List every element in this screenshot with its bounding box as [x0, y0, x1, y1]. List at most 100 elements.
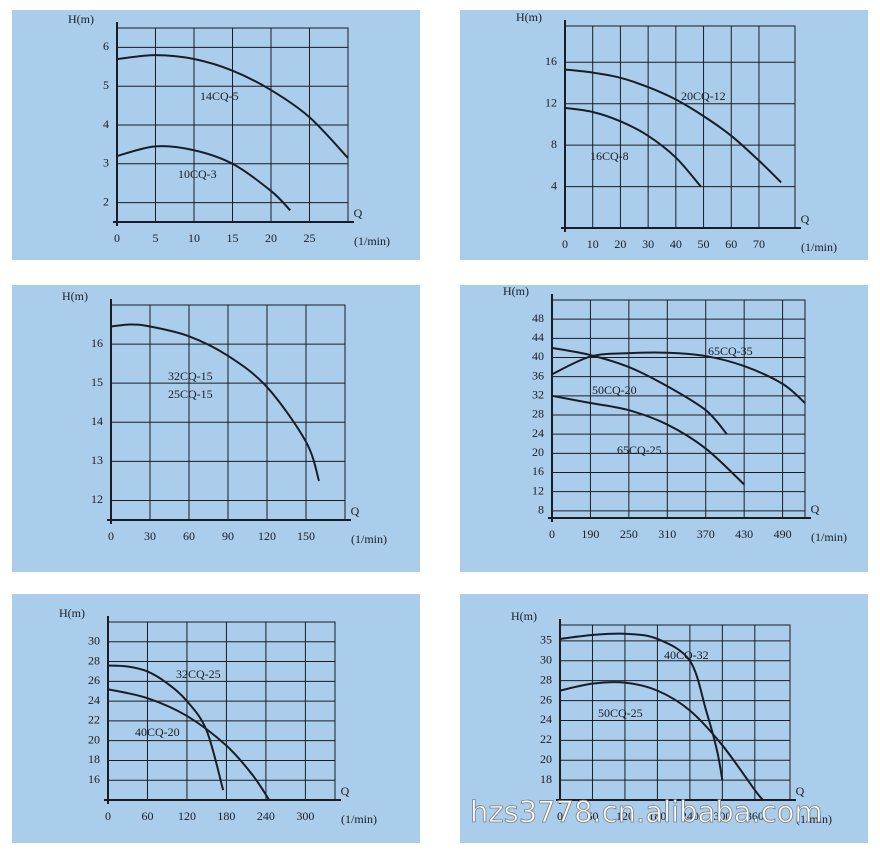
x-tick-label: 0 — [105, 809, 111, 823]
y-tick-label: 44 — [532, 330, 544, 344]
curve-label: 65CQ-25 — [617, 443, 662, 457]
y-tick-label: 35 — [540, 633, 552, 647]
x-axis-unit: (1/min) — [351, 532, 387, 546]
panel — [460, 285, 868, 572]
curve — [564, 68, 782, 184]
x-tick-label: 0 — [549, 527, 555, 541]
curve-label: 50CQ-20 — [592, 383, 637, 397]
y-tick-label: 26 — [88, 673, 100, 687]
x-tick-label: 40 — [670, 237, 682, 251]
y-tick-label: 24 — [532, 426, 544, 440]
y-tick-label: 12 — [91, 492, 103, 506]
x-tick-label: 180 — [648, 809, 666, 823]
x-tick-label: 120 — [616, 809, 634, 823]
x-tick-label: 90 — [222, 529, 234, 543]
x-tick-label: 5 — [153, 231, 159, 245]
y-tick-label: 28 — [532, 407, 544, 421]
x-axis-unit: (1/min) — [801, 240, 837, 254]
curve — [551, 394, 745, 486]
y-tick-label: 16 — [91, 336, 103, 350]
x-tick-label: 70 — [753, 237, 765, 251]
x-tick-label: 20 — [614, 237, 626, 251]
curve-label: 32CQ-25 — [176, 667, 221, 681]
x-tick-label: 60 — [183, 529, 195, 543]
y-tick-label: 12 — [532, 483, 544, 497]
curve-label: 20CQ-12 — [681, 89, 726, 103]
y-axis-label: H(m) — [68, 12, 94, 26]
x-axis-label: Q — [796, 784, 805, 798]
y-tick-label: 36 — [532, 368, 544, 382]
x-tick-label: 120 — [258, 529, 276, 543]
y-tick-label: 22 — [540, 732, 552, 746]
x-tick-label: 15 — [227, 231, 239, 245]
x-axis-unit: (1/min) — [811, 530, 847, 544]
x-tick-label: 240 — [257, 809, 275, 823]
x-axis-label: Q — [351, 504, 360, 518]
x-tick-label: 190 — [581, 527, 599, 541]
x-axis-unit: (1/min) — [354, 234, 390, 248]
curve — [116, 145, 291, 212]
x-axis-label: Q — [341, 784, 350, 798]
curve-label: 16CQ-8 — [590, 149, 629, 163]
y-tick-label: 3 — [103, 156, 109, 170]
y-tick-label: 16 — [532, 464, 544, 478]
y-tick-label: 4 — [551, 178, 557, 192]
curve — [559, 632, 724, 781]
x-tick-label: 150 — [297, 529, 315, 543]
panel — [12, 594, 420, 843]
x-tick-label: 250 — [620, 527, 638, 541]
x-tick-label: 360 — [746, 809, 764, 823]
y-axis-label: H(m) — [59, 606, 85, 620]
curve-label: 25CQ-15 — [168, 387, 213, 401]
x-tick-label: 25 — [304, 231, 316, 245]
y-axis-label: H(m) — [503, 284, 529, 298]
y-tick-label: 24 — [540, 712, 552, 726]
curve — [110, 323, 320, 482]
curve-label: 50CQ-25 — [598, 706, 643, 720]
x-tick-label: 300 — [713, 809, 731, 823]
x-axis-unit: (1/min) — [796, 812, 832, 826]
y-tick-label: 30 — [88, 634, 100, 648]
y-axis-label: H(m) — [62, 289, 88, 303]
x-axis-label: Q — [811, 502, 820, 516]
x-axis-unit: (1/min) — [341, 812, 377, 826]
x-tick-label: 10 — [188, 231, 200, 245]
curve — [551, 346, 728, 435]
y-tick-label: 8 — [538, 503, 544, 517]
y-tick-label: 22 — [88, 713, 100, 727]
y-tick-label: 20 — [88, 732, 100, 746]
y-tick-label: 16 — [88, 772, 100, 786]
x-tick-label: 490 — [774, 527, 792, 541]
y-tick-label: 6 — [103, 39, 109, 53]
x-tick-label: 60 — [725, 237, 737, 251]
x-tick-label: 300 — [296, 809, 314, 823]
x-axis-label: Q — [354, 206, 363, 220]
curve — [107, 688, 271, 801]
y-tick-label: 13 — [91, 453, 103, 467]
y-tick-label: 14 — [91, 414, 103, 428]
curve-label: 40CQ-20 — [135, 725, 180, 739]
y-tick-label: 28 — [540, 672, 552, 686]
y-tick-label: 18 — [540, 772, 552, 786]
x-tick-label: 0 — [114, 231, 120, 245]
x-tick-label: 50 — [698, 237, 710, 251]
y-tick-label: 16 — [545, 54, 557, 68]
x-tick-label: 0 — [562, 237, 568, 251]
curve — [564, 106, 702, 188]
x-tick-label: 180 — [217, 809, 235, 823]
charts: 0 5 10 15 20 25 2 3 4 5 6 H(m) Q (1/min) 14CQ-5 10CQ-3 0… — [59, 10, 847, 826]
y-tick-label: 15 — [91, 375, 103, 389]
y-tick-label: 40 — [532, 349, 544, 363]
x-tick-label: 20 — [265, 231, 277, 245]
panel — [460, 594, 868, 843]
y-tick-label: 5 — [103, 78, 109, 92]
x-tick-label: 240 — [681, 809, 699, 823]
x-tick-label: 10 — [587, 237, 599, 251]
y-tick-label: 20 — [540, 752, 552, 766]
x-tick-label: 120 — [178, 809, 196, 823]
y-tick-label: 20 — [532, 445, 544, 459]
x-tick-label: 370 — [697, 527, 715, 541]
curve-label: 10CQ-3 — [178, 167, 217, 181]
y-tick-label: 24 — [88, 693, 100, 707]
watermark: hzs3778.cn.alibaba.com — [470, 795, 823, 829]
